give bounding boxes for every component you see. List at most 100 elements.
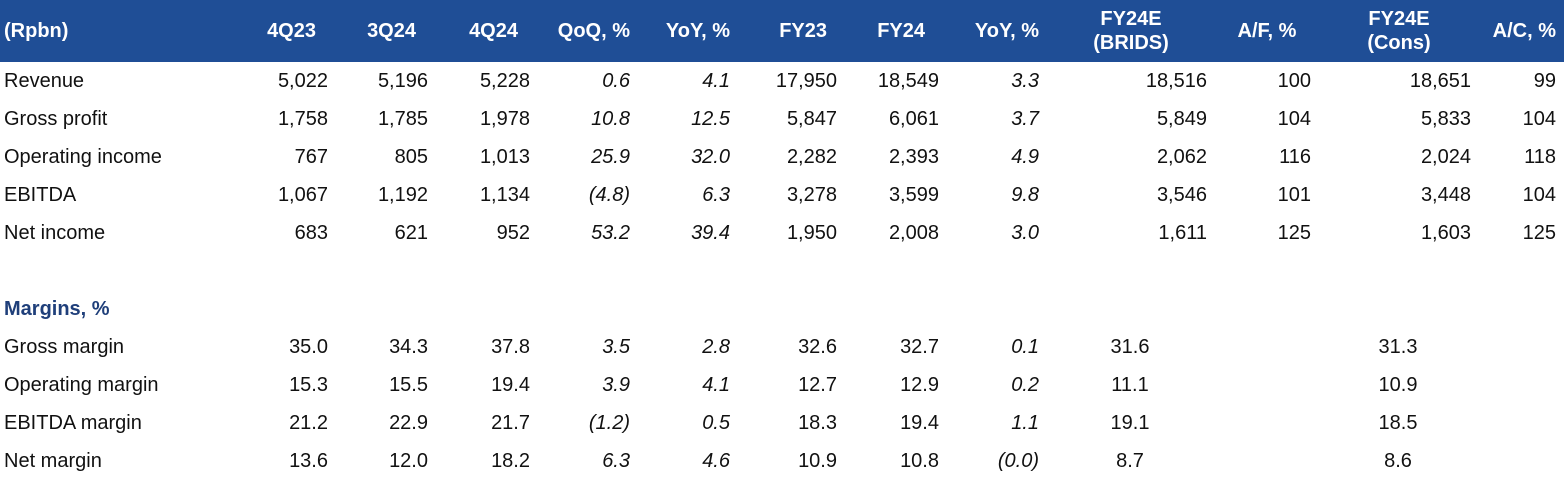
col-header: FY24 — [877, 20, 925, 42]
table-cell: 5,849 — [1156, 107, 1207, 130]
table-row: Net margin 13.6 12.0 18.2 6.3 4.6 10.9 10.8 (0.0… — [0, 442, 1564, 480]
table-cell: 6.3 — [702, 183, 730, 206]
table-cell: 5,833 — [1420, 107, 1471, 130]
table-cell: 32.6 — [798, 335, 837, 358]
table-cell: 1,611 — [1158, 221, 1207, 244]
table-cell: 621 — [394, 221, 428, 244]
header-row: (Rpbn) 4Q23 3Q24 4Q24 QoQ, % YoY, % FY23… — [0, 0, 1564, 62]
table-cell: 32.7 — [900, 335, 939, 358]
table-row: Operating margin 15.3 15.5 19.4 3.9 4.1 12.7 12… — [0, 366, 1564, 404]
table-cell: 19.4 — [491, 373, 530, 396]
table-cell: 21.2 — [289, 411, 328, 434]
col-header-line: FY24E — [1368, 8, 1430, 30]
table-cell: 18.3 — [798, 411, 837, 434]
table-cell: 1,603 — [1420, 221, 1471, 244]
unit-label: (Rpbn) — [4, 20, 69, 42]
table-cell: 5,022 — [277, 69, 328, 92]
table-row: EBITDA 1,067 1,192 1,134 (4.8) 6.3 3,278 3,599 9… — [0, 176, 1564, 214]
col-header-line: FY24E — [1100, 8, 1162, 30]
table-cell: 2.8 — [702, 335, 730, 358]
table-cell — [1215, 366, 1319, 404]
table-cell: 116 — [1279, 145, 1311, 168]
row-label: EBITDA — [4, 183, 77, 206]
col-header: 3Q24 — [367, 20, 416, 42]
table-cell: 12.7 — [798, 373, 837, 396]
table-cell: 3.5 — [602, 335, 630, 358]
table-cell: 22.9 — [389, 411, 428, 434]
table-cell: 10.9 — [1378, 373, 1418, 396]
table-cell: 3.0 — [1011, 221, 1039, 244]
table-cell: 2,008 — [888, 221, 939, 244]
table-cell: 100 — [1277, 69, 1311, 92]
table-cell: 19.4 — [900, 411, 939, 434]
table-cell: 3,546 — [1156, 183, 1207, 206]
table-cell: 0.2 — [1011, 373, 1039, 396]
col-header: A/C, % — [1492, 20, 1556, 42]
table-cell: 1,978 — [479, 107, 530, 130]
table-cell: 5,196 — [377, 69, 428, 92]
table-cell: 18.5 — [1378, 411, 1418, 434]
table-cell: 104 — [1522, 107, 1556, 130]
table-cell: 13.6 — [289, 449, 328, 472]
row-label: EBITDA margin — [4, 411, 142, 434]
table-cell: 3.3 — [1011, 69, 1039, 92]
table-cell — [1479, 328, 1564, 366]
table-cell — [1479, 366, 1564, 404]
row-label: Operating income — [4, 145, 162, 168]
table-cell: 3.7 — [1011, 107, 1039, 130]
table-cell: 3,278 — [786, 183, 837, 206]
table-cell: 18,549 — [877, 69, 939, 92]
table-cell: 53.2 — [591, 221, 630, 244]
table-cell: 32.0 — [691, 145, 730, 168]
table-cell: 25.9 — [591, 145, 630, 168]
table-cell: 4.9 — [1011, 145, 1039, 168]
table-cell: 3.9 — [602, 373, 630, 396]
spacer-cell — [0, 252, 1564, 290]
table-row: Net income 683 621 952 53.2 39.4 1,950 2,008 3.0… — [0, 214, 1564, 252]
table-cell: 15.5 — [389, 373, 428, 396]
table-cell — [1215, 404, 1319, 442]
table-cell: 2,062 — [1156, 145, 1207, 168]
table-cell: 1,134 — [479, 183, 530, 206]
table-cell: 104 — [1277, 107, 1311, 130]
table-cell: 0.6 — [602, 69, 630, 92]
table-cell: 12.9 — [900, 373, 939, 396]
table-cell: 10.9 — [798, 449, 837, 472]
table-cell: 0.1 — [1011, 335, 1039, 358]
table-row: Revenue 5,022 5,196 5,228 0.6 4.1 17,950 18,549… — [0, 62, 1564, 100]
table-cell: (4.8) — [588, 183, 630, 206]
col-header: FY23 — [779, 20, 827, 42]
col-header: 4Q23 — [267, 20, 316, 42]
table-cell: 39.4 — [691, 221, 730, 244]
table-cell: 10.8 — [900, 449, 939, 472]
section-row: Margins, % — [0, 290, 1564, 328]
table-cell: 1,758 — [277, 107, 328, 130]
table-cell: 1,013 — [479, 145, 530, 168]
table-row: EBITDA margin 21.2 22.9 21.7 (1.2) 0.5 18.3 19.… — [0, 404, 1564, 442]
col-header: A/F, % — [1237, 20, 1297, 42]
table-cell: 952 — [496, 221, 530, 244]
table-row: Gross profit 1,758 1,785 1,978 10.8 12.5 5,847… — [0, 100, 1564, 138]
table-cell: (1.2) — [588, 411, 630, 434]
table-cell — [1215, 328, 1319, 366]
row-label: Gross profit — [4, 107, 108, 130]
row-label: Revenue — [4, 69, 85, 92]
table-cell: 767 — [294, 145, 328, 168]
table-cell: 37.8 — [491, 335, 530, 358]
table-cell: 35.0 — [289, 335, 328, 358]
table-cell: 21.7 — [491, 411, 530, 434]
table-cell: 0.5 — [702, 411, 730, 434]
table-cell: 19.1 — [1110, 411, 1150, 434]
table-cell — [1479, 404, 1564, 442]
table-cell: 12.0 — [389, 449, 428, 472]
table-cell: 5,847 — [786, 107, 837, 130]
table-cell: 3,448 — [1420, 183, 1471, 206]
table-cell: 125 — [1277, 221, 1311, 244]
col-header: 4Q24 — [469, 20, 518, 42]
table-cell: 8.6 — [1384, 449, 1412, 472]
table-cell: 31.3 — [1378, 335, 1418, 358]
row-label: Operating margin — [4, 373, 159, 396]
table-body: Revenue 5,022 5,196 5,228 0.6 4.1 17,950 18,549… — [0, 62, 1564, 480]
table-cell: 118 — [1524, 145, 1556, 168]
